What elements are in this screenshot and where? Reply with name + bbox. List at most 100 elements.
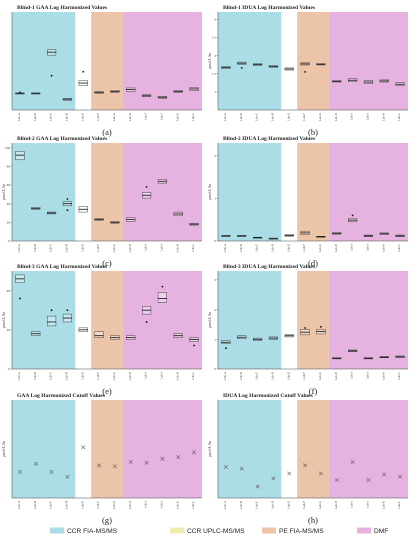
cutoff-marker-stroke	[303, 463, 308, 468]
x-tick-label: Lab-H	[128, 112, 132, 121]
cutoff-marker	[255, 484, 260, 489]
legend-item: CCR FIA-MS/MS	[50, 527, 118, 535]
cutoff-marker	[303, 463, 308, 468]
outlier-point	[161, 285, 164, 288]
x-tick-label: Lab-F	[96, 501, 100, 509]
y-tick-label: 20	[7, 328, 11, 332]
cutoff-marker-stroke	[334, 478, 339, 483]
x-tick-label: Lab-L	[397, 372, 401, 380]
x-tick-label: Lab-A	[17, 500, 21, 509]
cutoff-marker	[81, 445, 86, 450]
x-tick-label: Lab-F	[96, 244, 100, 252]
y-tick-label: 2	[214, 154, 216, 158]
panel-label: (g)	[102, 515, 112, 525]
x-tick-label: Lab-F	[96, 113, 100, 121]
x-tick-label: Lab-J	[159, 112, 163, 120]
x-tick-label: Lab-C	[49, 113, 53, 121]
x-tick-label: Lab-K	[175, 243, 179, 252]
x-tick-label: Lab-E	[80, 501, 84, 509]
x-tick-label: Lab-J	[159, 500, 163, 508]
legend-swatch	[170, 527, 184, 534]
x-tick-label: Lab-K	[175, 371, 179, 380]
legend-label: DMF	[374, 528, 388, 535]
x-tick-label: Lab-F	[96, 372, 100, 380]
cutoff-marker-stroke	[65, 474, 70, 479]
panel-c: Blind-2 GAA Log Harmonized Values 0 20 40 60…	[2, 136, 202, 268]
region-ccr-fia-ms-ms	[12, 143, 76, 241]
x-tick-label: Lab-H	[334, 371, 338, 380]
x-tick-label: Lab-A	[17, 112, 21, 121]
x-tick-label: Lab-C	[49, 501, 53, 509]
cutoff-marker-stroke	[398, 474, 403, 479]
panel-d: Blind-2 IDUA Log Harmonized Values 0 1 2 µmo…	[208, 136, 408, 268]
region-ccr-fia-ms-ms	[218, 271, 282, 369]
x-tick-label: Lab-G	[112, 371, 116, 380]
cutoff-marker	[271, 476, 276, 481]
region-ccr-fia-ms-ms	[12, 271, 76, 369]
y-axis-label: µmol/L/hr	[2, 183, 6, 199]
outlier-point	[351, 214, 354, 217]
outlier-point	[240, 66, 243, 69]
outlier-point	[19, 91, 21, 94]
panel-label: (f)	[309, 386, 318, 396]
y-axis-label: µmol/L/hr	[208, 311, 212, 327]
box	[94, 331, 104, 338]
x-tick-label: Lab-B	[33, 244, 37, 252]
x-tick-label: Lab-J	[159, 243, 163, 251]
region-pe-fia-ms-ms	[91, 400, 123, 498]
x-tick-label: Lab-L	[397, 113, 401, 121]
x-tick-label: Lab-H	[128, 500, 132, 509]
cutoff-marker	[65, 474, 70, 479]
region-pe-fia-ms-ms	[297, 400, 329, 498]
x-tick-label: Lab-G	[112, 243, 116, 252]
cutoff-marker	[144, 460, 149, 465]
x-tick-label: Lab-G	[318, 500, 322, 509]
cutoff-marker-stroke	[49, 469, 54, 474]
x-tick-label: Lab-E	[80, 113, 84, 121]
legend-label: PE FIA-MS/MS	[279, 528, 324, 535]
panel-e: Blind-3 GAA Log Harmonized Values 0 20 40 µm…	[2, 264, 202, 396]
outlier-point	[19, 297, 21, 300]
box	[15, 151, 25, 161]
panel-title: GAA Log Harmonized Cutoff Values	[17, 393, 106, 399]
y-tick-label: 2	[214, 54, 216, 58]
cutoff-marker	[223, 464, 228, 469]
outlier-point	[304, 327, 306, 329]
y-axis-label: µmol/L/hr	[208, 52, 212, 68]
x-tick-label: Lab-D	[64, 243, 68, 252]
y-tick-label: 80	[7, 165, 11, 169]
cutoff-marker-stroke	[318, 471, 323, 476]
region-pe-fia-ms-ms	[297, 143, 329, 241]
outlier-point	[66, 198, 69, 200]
cutoff-marker-stroke	[81, 445, 86, 450]
cutoff-marker-stroke	[382, 472, 387, 477]
x-tick-label: Lab-F	[302, 244, 306, 252]
region-dmf	[122, 143, 202, 241]
cutoff-marker-stroke	[160, 456, 165, 461]
cutoff-marker	[17, 469, 22, 474]
cutoff-marker	[318, 471, 323, 476]
x-tick-label: Lab-A	[223, 500, 227, 509]
region-pe-fia-ms-ms	[91, 12, 123, 110]
x-tick-label: Lab-B	[239, 501, 243, 509]
x-tick-label: Lab-F	[302, 113, 306, 121]
legend-label: CCR UPLC-MS/MS	[187, 528, 245, 535]
x-tick-label: Lab-J	[365, 243, 369, 251]
x-tick-label: Lab-F	[302, 372, 306, 380]
outlier-point	[50, 74, 53, 77]
box	[47, 315, 57, 327]
outlier-point	[66, 209, 69, 212]
y-axis-label: µmol/L/hr	[208, 440, 212, 456]
x-tick-label: Lab-L	[397, 244, 401, 252]
cutoff-marker	[128, 460, 133, 465]
x-tick-label: Lab-K	[381, 500, 385, 509]
x-tick-label: Lab-A	[223, 243, 227, 252]
panel-label: (d)	[308, 258, 318, 268]
region-dmf	[328, 143, 408, 241]
cutoff-marker	[287, 471, 292, 476]
cutoff-marker	[398, 474, 403, 479]
x-tick-label: Lab-I	[144, 501, 148, 508]
x-tick-label: Lab-J	[365, 112, 369, 120]
x-tick-label: Lab-I	[350, 113, 354, 120]
